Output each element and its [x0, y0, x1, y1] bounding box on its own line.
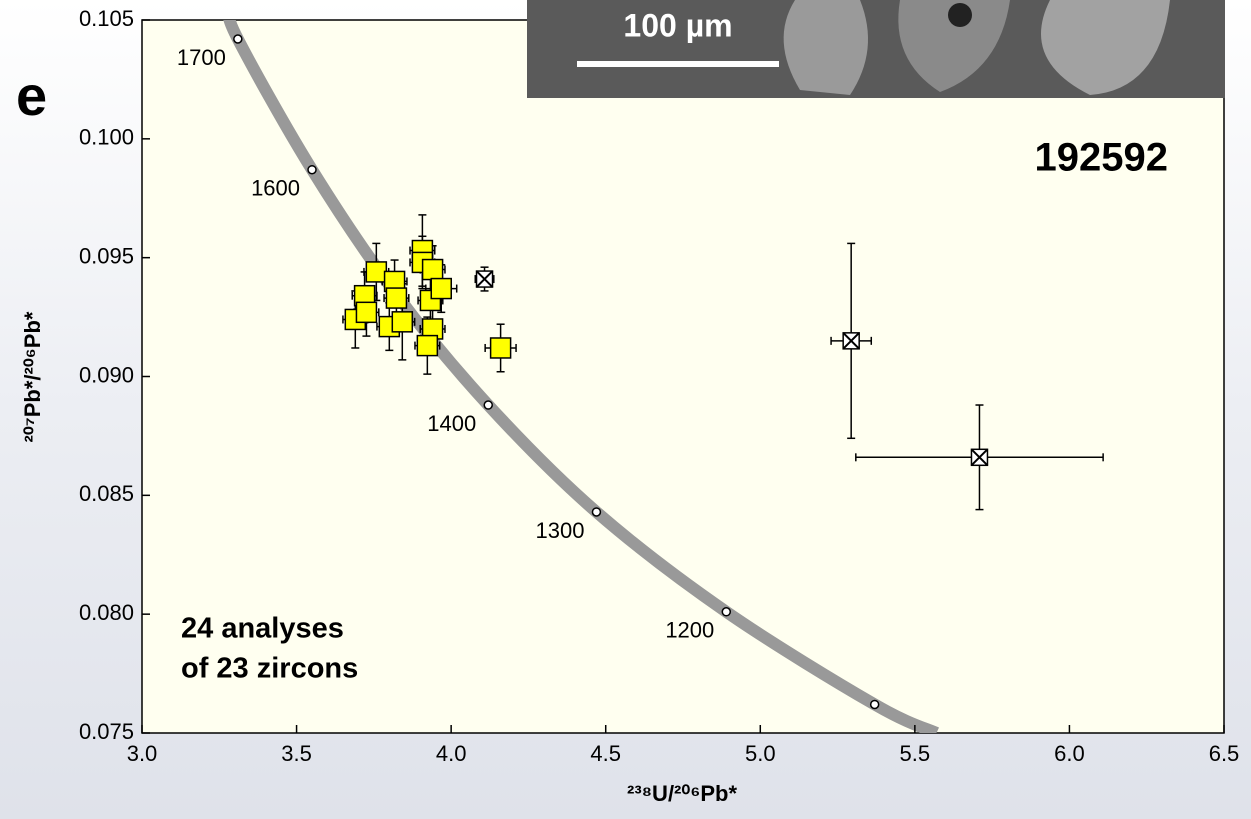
y-tick-label: 0.090 — [79, 362, 134, 387]
y-tick-label: 0.105 — [79, 6, 134, 31]
zircon — [1041, 0, 1170, 95]
y-tick-label: 0.100 — [79, 125, 134, 150]
y-tick-label: 0.075 — [79, 719, 134, 744]
age-label: 1700 — [177, 45, 226, 70]
age-label: 1400 — [427, 411, 476, 436]
data-point — [365, 261, 388, 283]
data-point — [355, 301, 378, 324]
scale-label: 100 µm — [623, 7, 732, 43]
y-tick-label: 0.095 — [79, 243, 134, 268]
data-point — [421, 258, 444, 281]
x-tick-label: 4.5 — [590, 741, 621, 766]
age-marker — [483, 400, 493, 410]
age-label: 1600 — [251, 176, 300, 201]
y-tick-label: 0.085 — [79, 481, 134, 506]
sample-label: 192592 — [1035, 136, 1168, 180]
plot-area — [141, 19, 1225, 734]
age-marker — [591, 507, 602, 517]
age-label: 1300 — [535, 518, 584, 543]
y-tick-label: 0.080 — [79, 600, 134, 625]
scale-bar — [577, 61, 779, 67]
x-tick-label: 3.5 — [281, 741, 312, 766]
plot-content: 1700 1600 1400 1300 1200 — [177, 20, 1104, 733]
age-label: 1200 — [665, 618, 714, 643]
age-marker — [233, 34, 243, 44]
inset-photo: 100 µm — [527, 0, 1225, 98]
zircon — [898, 0, 1010, 92]
x-tick-label: 6.5 — [1209, 741, 1240, 766]
x-tick-label: 5.0 — [745, 741, 776, 766]
zircon — [783, 0, 868, 95]
x-tick-label: 6.0 — [1054, 741, 1085, 766]
x-tick-label: 3.0 — [127, 741, 158, 766]
data-point — [416, 334, 439, 357]
marker-cross — [970, 448, 989, 467]
x-tick-label: 5.5 — [900, 741, 931, 766]
data-point — [489, 337, 512, 359]
x-axis-label: ²³⁸U/²⁰⁶Pb* — [627, 781, 737, 806]
marker-cross — [475, 270, 494, 288]
note: of 23 zircons — [181, 653, 358, 685]
x-tick-label: 4.0 — [436, 741, 467, 766]
age-marker — [721, 607, 732, 617]
age-marker — [307, 164, 317, 175]
data-point — [391, 311, 414, 333]
title-fragment: e — [16, 64, 47, 127]
note: 24 analyses — [181, 613, 344, 645]
data-point — [430, 277, 453, 300]
pit — [948, 3, 972, 27]
data-point — [385, 287, 408, 309]
marker-cross — [842, 332, 860, 350]
y-axis-label: ²⁰⁷Pb*/²⁰⁶Pb* — [20, 311, 45, 442]
age-marker — [869, 699, 880, 710]
